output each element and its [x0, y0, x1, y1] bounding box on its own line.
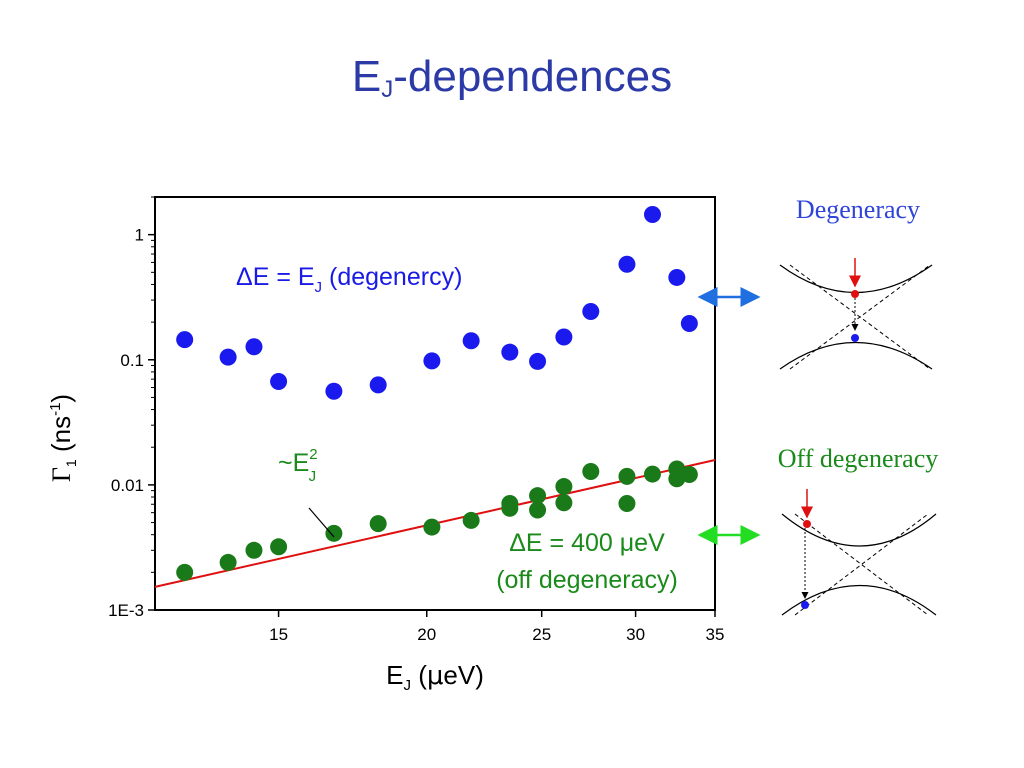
y-tick-label: 1E-3: [108, 601, 144, 620]
green-data-point: [555, 478, 573, 496]
lower-energy-band: [779, 341, 933, 370]
blue-data-point: [176, 331, 194, 349]
green-data-point: [325, 524, 343, 542]
data-points: [176, 205, 698, 581]
x-tick-label: 35: [706, 625, 725, 644]
y-tick-label: 0.1: [120, 351, 144, 370]
lower-state-dot: [851, 334, 859, 342]
off-upper-state-dot: [803, 520, 811, 528]
degeneracy-diagram: [779, 258, 934, 371]
green-data-point: [245, 541, 263, 559]
green-data-point: [643, 465, 661, 483]
blue-data-point: [245, 338, 263, 356]
y-axis-title: Γ1 (ns-1): [46, 394, 79, 482]
blue-data-point: [680, 314, 698, 332]
off-lower-state-dot: [801, 601, 809, 609]
y-tick-label: 1: [135, 226, 144, 245]
blue-data-point: [643, 205, 661, 223]
title-main: E: [351, 52, 382, 101]
green-data-point: [501, 494, 519, 512]
green-data-point: [423, 518, 441, 536]
off-lower-band: [781, 584, 937, 616]
slide-title: EJ-dependences: [0, 52, 1024, 104]
x-tick-label: 15: [269, 625, 288, 644]
green-data-point: [270, 538, 288, 556]
x-tick-label: 20: [417, 625, 436, 644]
blue-data-point: [501, 343, 519, 361]
crossing-dashed-2: [789, 264, 931, 370]
degeneracy-label: Degeneracy: [796, 195, 920, 224]
off-degeneracy-label-line2: (off degeneracy): [496, 566, 678, 594]
blue-data-point: [423, 352, 441, 370]
blue-data-point: [325, 382, 343, 400]
upper-state-dot: [851, 290, 859, 298]
title-subscript: J: [381, 76, 394, 103]
plot-frame: [154, 196, 716, 611]
degeneracy-condition-label: ΔE = EJ (degenercy): [236, 263, 462, 296]
x-tick-label: 25: [532, 625, 551, 644]
blue-data-point: [529, 352, 547, 370]
green-data-point: [462, 511, 480, 529]
blue-data-point: [582, 303, 600, 321]
green-data-point: [555, 494, 573, 512]
green-data-point: [176, 563, 194, 581]
blue-data-point: [555, 328, 573, 346]
axis-ticks: 15 20 25 30 35 1E-3 0.01 0.1 1: [108, 196, 725, 644]
green-data-point: [529, 501, 547, 519]
blue-data-point: [369, 376, 387, 394]
off-degeneracy-diagram: [779, 489, 939, 619]
green-data-point: [680, 466, 698, 484]
blue-data-point: [668, 268, 686, 286]
blue-data-point: [270, 373, 288, 391]
green-data-point: [618, 494, 636, 512]
green-data-point: [582, 462, 600, 480]
green-data-point: [219, 553, 237, 571]
x-tick-label: 30: [626, 625, 645, 644]
blue-data-point: [219, 348, 237, 366]
green-data-point: [618, 467, 636, 485]
fit-label: ~E2 J: [278, 446, 318, 485]
off-degeneracy-label-line1: ΔE = 400 μeV: [509, 529, 665, 557]
title-rest: -dependences: [393, 52, 673, 101]
x-axis-title: EJ (μeV): [386, 660, 484, 694]
off-degeneracy-label: Off degeneracy: [778, 444, 938, 473]
fit-label-pointer: [308, 507, 335, 538]
blue-data-point: [462, 332, 480, 350]
green-data-point: [369, 515, 387, 533]
green-data-point: [529, 487, 547, 505]
y-tick-label: 0.01: [111, 476, 144, 495]
blue-data-point: [618, 255, 636, 273]
off-upper-band: [781, 513, 937, 547]
